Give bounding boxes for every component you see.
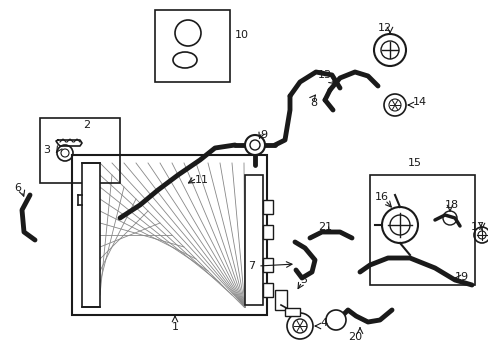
Text: 10: 10 — [235, 30, 248, 40]
Text: 11: 11 — [195, 175, 208, 185]
Text: 2: 2 — [83, 120, 90, 130]
Bar — [263, 283, 272, 297]
Circle shape — [381, 207, 417, 243]
Text: 6: 6 — [14, 183, 21, 193]
Text: 14: 14 — [412, 97, 426, 107]
Text: 8: 8 — [309, 98, 317, 108]
Text: 3: 3 — [43, 145, 50, 155]
Circle shape — [325, 310, 346, 330]
Bar — [369, 175, 474, 285]
Text: 21: 21 — [317, 222, 331, 232]
Bar — [263, 200, 272, 214]
Bar — [40, 118, 120, 183]
Bar — [263, 258, 272, 272]
Text: 16: 16 — [374, 192, 388, 202]
Text: 12: 12 — [377, 23, 391, 33]
Text: 18: 18 — [444, 200, 458, 210]
Bar — [72, 155, 266, 315]
Text: 19: 19 — [454, 272, 468, 282]
Text: 7: 7 — [247, 261, 254, 271]
Bar — [263, 225, 272, 239]
Text: 15: 15 — [407, 158, 421, 168]
Bar — [285, 308, 299, 316]
Text: 20: 20 — [347, 332, 361, 342]
Text: 9: 9 — [260, 130, 266, 140]
Circle shape — [244, 135, 264, 155]
Circle shape — [373, 34, 405, 66]
Text: 4: 4 — [319, 318, 326, 328]
Text: 17: 17 — [470, 222, 484, 232]
Bar — [274, 290, 286, 310]
Text: 1: 1 — [171, 322, 178, 332]
Bar — [82, 163, 100, 307]
Text: 13: 13 — [317, 70, 331, 80]
Text: 5: 5 — [299, 275, 306, 285]
Bar — [155, 10, 229, 82]
Bar — [244, 175, 263, 305]
